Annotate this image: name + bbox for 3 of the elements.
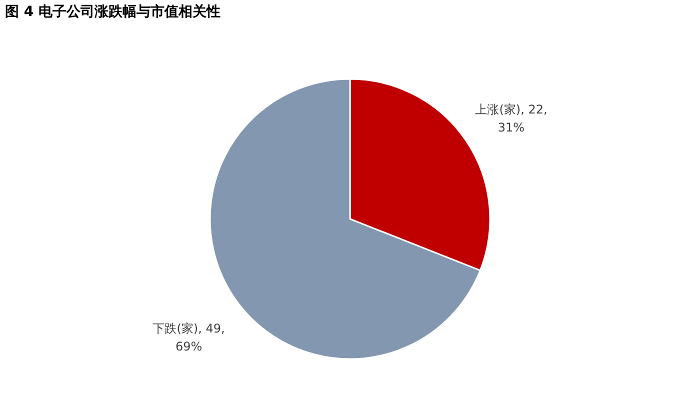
slice-label: 上涨(家), 22, 31% [475, 102, 548, 134]
slice-label: 下跌(家), 49, 69% [152, 322, 225, 354]
chart-title: 图 4 电子公司涨跌幅与市值相关性 [5, 3, 220, 20]
